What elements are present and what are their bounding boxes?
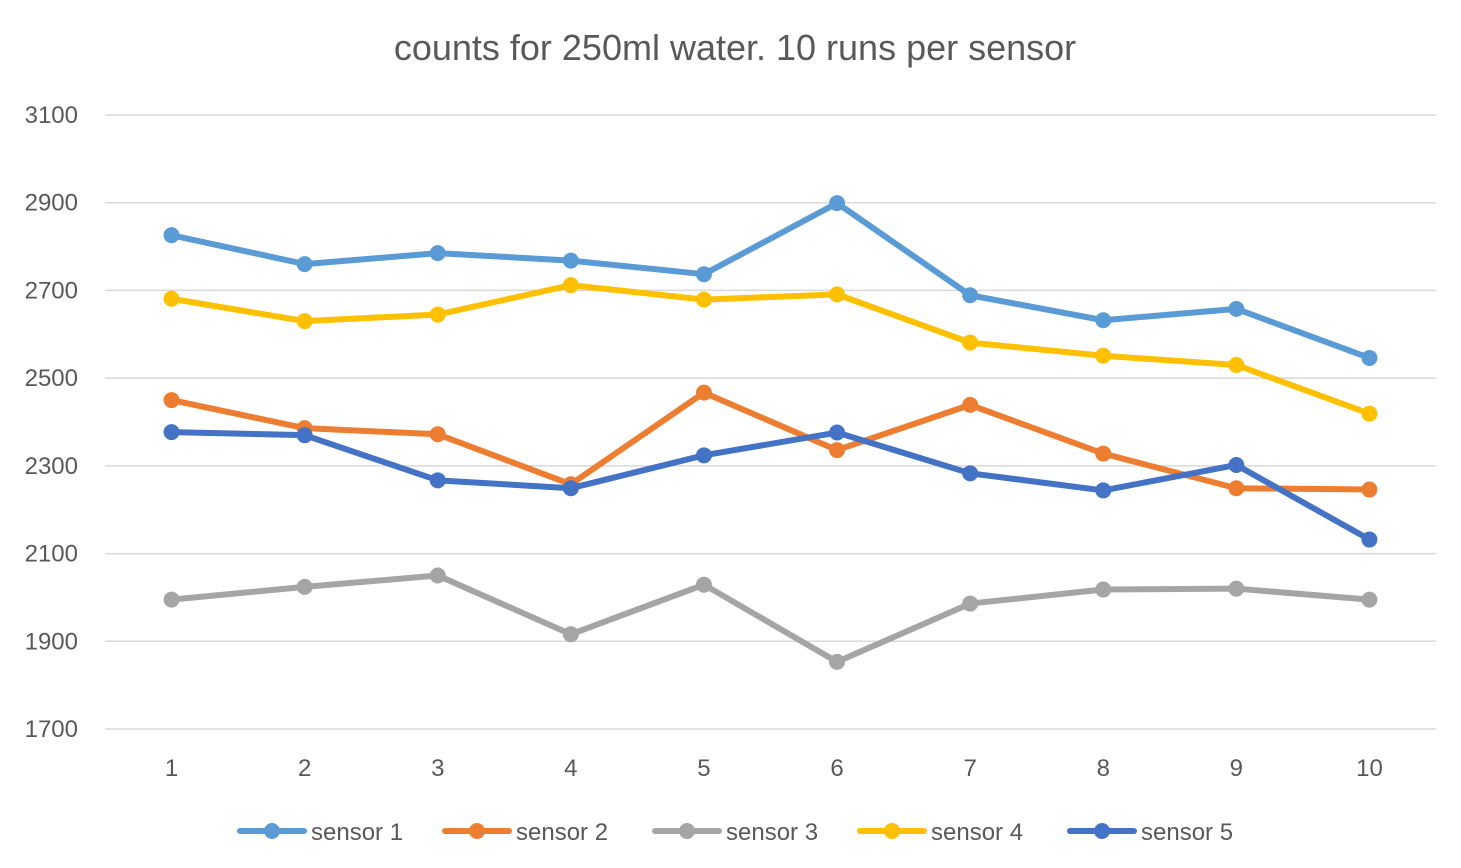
data-point <box>1095 312 1112 329</box>
legend-item: sensor 4 <box>857 819 1023 846</box>
data-point <box>962 396 979 413</box>
data-point <box>695 447 712 464</box>
data-point <box>829 424 846 441</box>
series-line <box>168 429 1373 543</box>
data-point <box>962 465 979 482</box>
x-tick-label: 7 <box>963 755 976 782</box>
x-tick-label: 6 <box>830 755 843 782</box>
series-5 <box>163 424 1378 548</box>
data-point <box>1095 581 1112 598</box>
data-point <box>1095 445 1112 462</box>
x-tick-label: 8 <box>1097 755 1110 782</box>
y-tick-label: 2900 <box>25 190 78 217</box>
legend-label: sensor 5 <box>1141 819 1233 846</box>
data-point <box>429 567 446 584</box>
data-point <box>1228 456 1245 473</box>
series-4 <box>163 277 1378 422</box>
legend: sensor 1 sensor 2 sensor 3 sensor 4 sensor 5 <box>237 819 1233 846</box>
data-point <box>962 595 979 612</box>
data-point <box>962 287 979 304</box>
series-1 <box>163 195 1378 366</box>
y-tick-label: 1700 <box>25 716 78 743</box>
data-point <box>429 306 446 323</box>
y-tick-label: 1900 <box>25 628 78 655</box>
data-point <box>296 256 313 273</box>
data-point <box>1361 405 1378 422</box>
y-tick-label: 2700 <box>25 277 78 304</box>
data-point <box>429 426 446 443</box>
legend-item: sensor 2 <box>442 819 608 846</box>
data-point <box>163 392 180 409</box>
data-point <box>296 427 313 444</box>
legend-label: sensor 2 <box>516 819 608 846</box>
data-point <box>429 245 446 262</box>
series-line <box>168 200 1373 361</box>
data-point <box>1361 531 1378 548</box>
y-axis-tick-labels: 1700 1900 2100 2300 2500 2700 2900 3100 <box>25 102 78 743</box>
data-point <box>296 578 313 595</box>
data-point <box>163 290 180 307</box>
data-point <box>829 653 846 670</box>
series-2 <box>163 384 1378 498</box>
x-tick-label: 4 <box>564 755 577 782</box>
legend-swatch-marker <box>469 823 485 839</box>
data-point <box>829 195 846 212</box>
data-point <box>163 227 180 244</box>
x-tick-label: 2 <box>298 755 311 782</box>
data-point <box>562 480 579 497</box>
data-point <box>695 576 712 593</box>
data-point <box>695 291 712 308</box>
legend-item: sensor 5 <box>1067 819 1233 846</box>
data-point <box>1228 580 1245 597</box>
y-tick-label: 3100 <box>25 102 78 129</box>
data-point <box>829 442 846 459</box>
x-axis-tick-labels: 1 2 3 4 5 6 7 8 9 10 <box>165 755 1383 782</box>
legend-swatch-marker <box>679 823 695 839</box>
series-line <box>168 389 1373 493</box>
legend-item: sensor 1 <box>237 819 403 846</box>
data-point <box>429 472 446 489</box>
data-point <box>1361 481 1378 498</box>
data-point <box>695 266 712 283</box>
x-tick-label: 3 <box>431 755 444 782</box>
y-tick-label: 2500 <box>25 365 78 392</box>
data-point <box>562 252 579 269</box>
series-line <box>168 572 1373 665</box>
legend-item: sensor 3 <box>652 819 818 846</box>
data-point <box>962 334 979 351</box>
legend-swatch-marker <box>264 823 280 839</box>
data-point <box>1095 347 1112 364</box>
data-point <box>1095 482 1112 499</box>
x-tick-label: 10 <box>1356 755 1383 782</box>
data-point <box>163 591 180 608</box>
data-point <box>1228 480 1245 497</box>
series-line <box>168 282 1373 417</box>
x-tick-label: 5 <box>697 755 710 782</box>
data-point <box>1228 356 1245 373</box>
legend-label: sensor 1 <box>311 819 403 846</box>
data-point <box>695 384 712 401</box>
data-point <box>163 424 180 441</box>
data-point <box>1228 300 1245 317</box>
data-point <box>296 313 313 330</box>
series-lines <box>163 195 1378 670</box>
y-tick-label: 2300 <box>25 453 78 480</box>
data-point <box>1361 349 1378 366</box>
x-tick-label: 1 <box>165 755 178 782</box>
data-point <box>562 626 579 643</box>
data-point <box>829 286 846 303</box>
chart-title: counts for 250ml water. 10 runs per sens… <box>394 27 1076 68</box>
series-3 <box>163 567 1378 670</box>
legend-swatch-marker <box>884 823 900 839</box>
y-tick-label: 2100 <box>25 541 78 568</box>
legend-label: sensor 4 <box>931 819 1023 846</box>
legend-swatch-marker <box>1094 823 1110 839</box>
gridlines <box>105 114 1436 730</box>
x-tick-label: 9 <box>1230 755 1243 782</box>
data-point <box>1361 591 1378 608</box>
legend-label: sensor 3 <box>726 819 818 846</box>
data-point <box>562 277 579 294</box>
